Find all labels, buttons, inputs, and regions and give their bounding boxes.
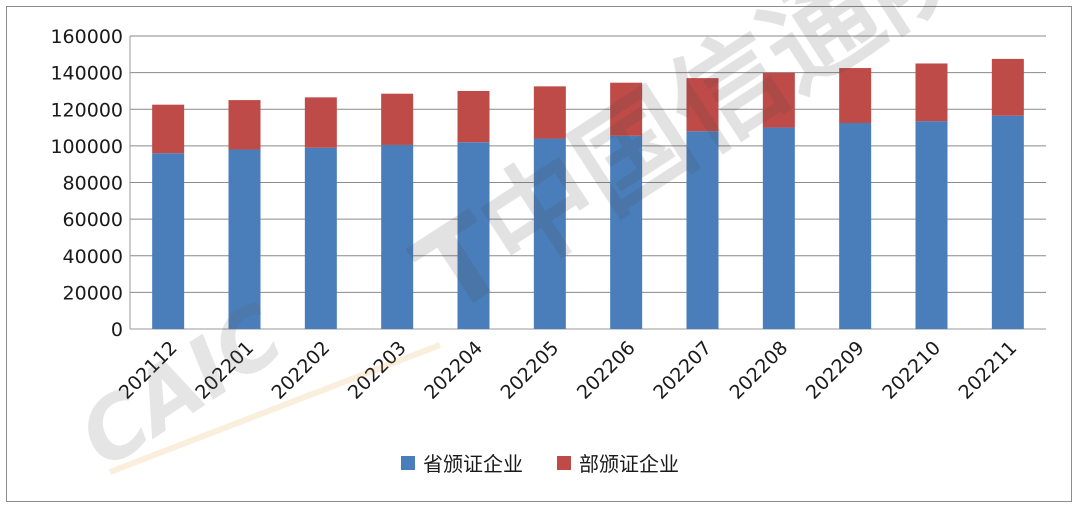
legend-label-ministerial: 部颁证企业: [579, 452, 679, 476]
x-tick-label: 202211: [955, 337, 1022, 404]
bars: [152, 58, 1024, 329]
x-tick-label: 202207: [649, 337, 716, 404]
legend-swatch-provincial: [401, 455, 415, 470]
bar-ministerial: [457, 90, 490, 143]
bar-ministerial: [381, 93, 414, 145]
bar-provincial: [915, 121, 948, 329]
bar-provincial: [152, 153, 185, 329]
bar-ministerial: [152, 104, 185, 154]
legend: 省颁证企业 部颁证企业: [0, 448, 1080, 477]
y-tick-label: 100000: [50, 136, 123, 158]
legend-swatch-ministerial: [557, 455, 571, 470]
bar-provincial: [533, 138, 566, 329]
bar-provincial: [304, 147, 337, 329]
bar-ministerial: [915, 63, 948, 122]
gridlines: [129, 35, 1046, 330]
bar-ministerial: [304, 97, 337, 148]
bar-ministerial: [686, 78, 719, 132]
y-tick-label: 0: [111, 319, 123, 341]
bar-ministerial: [610, 82, 643, 136]
legend-item-ministerial: 部颁证企业: [557, 448, 679, 477]
legend-label-provincial: 省颁证企业: [423, 452, 523, 476]
bar-provincial: [457, 142, 490, 329]
x-tick-label: 202209: [802, 337, 869, 404]
bar-ministerial: [228, 100, 261, 150]
y-tick-label: 40000: [63, 246, 123, 268]
bar-ministerial: [762, 72, 795, 128]
y-tick-label: 60000: [63, 209, 123, 231]
bar-ministerial: [839, 68, 872, 123]
bar-provincial: [381, 144, 414, 329]
bar-ministerial: [991, 58, 1024, 116]
x-tick-label: 202210: [878, 337, 945, 404]
y-tick-label: 140000: [50, 63, 123, 85]
x-tick-label: 202206: [573, 337, 640, 404]
bar-provincial: [991, 115, 1024, 329]
y-tick-label: 20000: [63, 282, 123, 304]
y-axis-ticks: 0 20000 40000 60000 80000 100000 120000 140000 1…: [50, 26, 123, 341]
x-tick-label: 202205: [497, 337, 564, 404]
y-tick-label: 160000: [50, 26, 123, 48]
x-tick-label: 202208: [726, 337, 793, 404]
y-tick-label: 120000: [50, 99, 123, 121]
bar-provincial: [228, 149, 261, 329]
bar-provincial: [839, 122, 872, 329]
watermark-stripe: [108, 342, 442, 475]
bar-provincial: [686, 131, 719, 329]
bar-provincial: [762, 127, 795, 329]
bar-provincial: [610, 135, 643, 329]
bar-ministerial: [533, 86, 566, 139]
y-tick-label: 80000: [63, 173, 123, 195]
legend-item-provincial: 省颁证企业: [401, 448, 523, 477]
